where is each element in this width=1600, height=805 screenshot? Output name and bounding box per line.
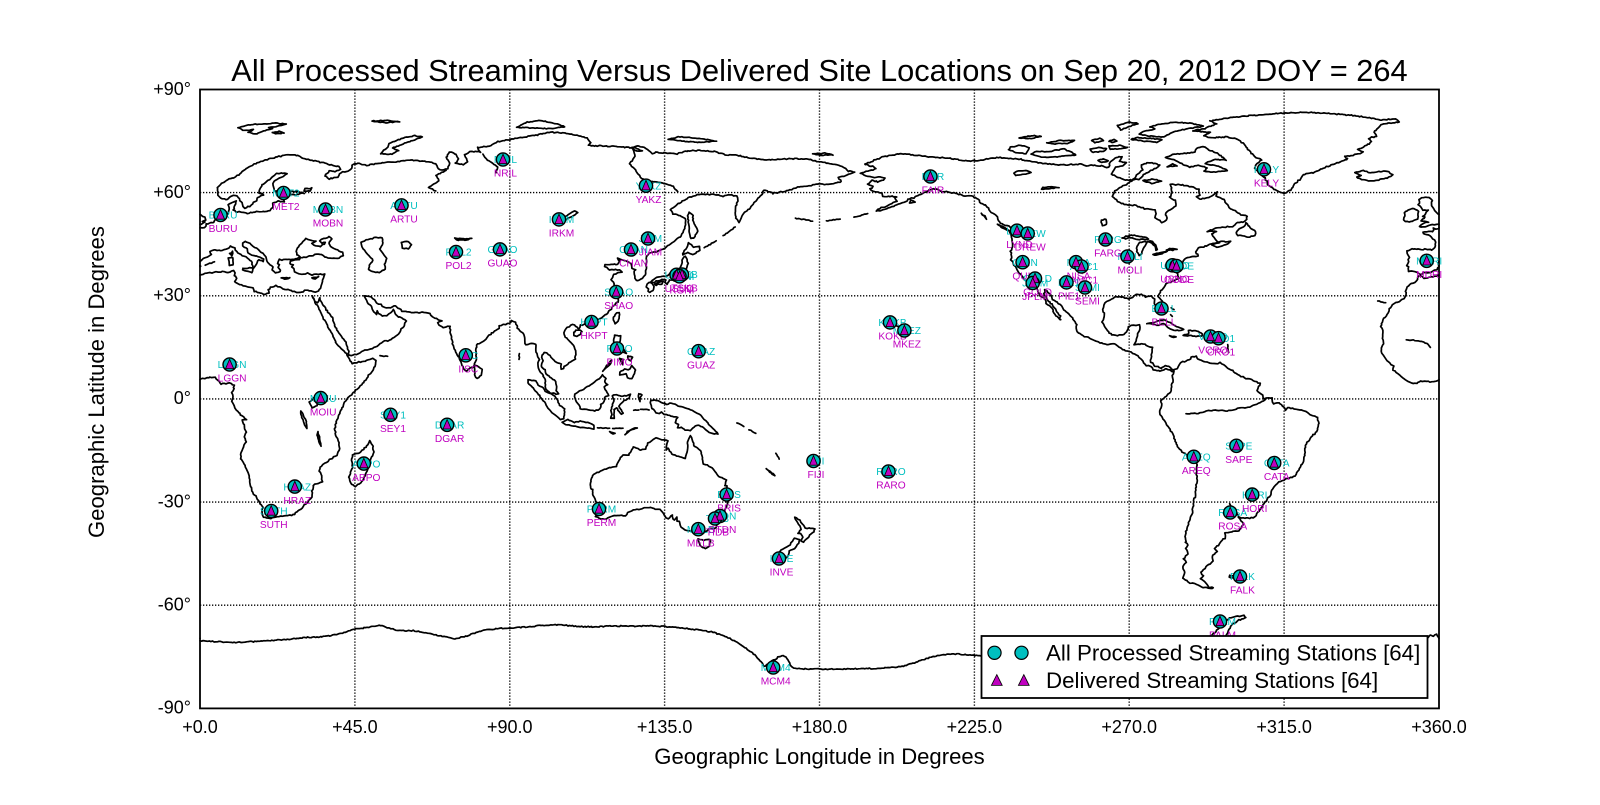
svg-text:+135.0: +135.0 bbox=[637, 717, 693, 737]
svg-text:+225.0: +225.0 bbox=[947, 717, 1003, 737]
svg-text:HRAZ: HRAZ bbox=[283, 496, 311, 507]
svg-text:MOIU: MOIU bbox=[310, 407, 337, 418]
svg-text:CRO1: CRO1 bbox=[1207, 347, 1236, 358]
svg-text:CATA: CATA bbox=[1264, 472, 1290, 483]
svg-text:+90.0: +90.0 bbox=[487, 717, 533, 737]
svg-text:Geographic Longitude in Degree: Geographic Longitude in Degrees bbox=[654, 744, 984, 769]
svg-text:+45.0: +45.0 bbox=[332, 717, 378, 737]
svg-text:FIJI: FIJI bbox=[808, 470, 825, 481]
svg-text:YAKZ: YAKZ bbox=[636, 195, 662, 206]
svg-text:All Processed Streaming Statio: All Processed Streaming Stations [64] bbox=[1046, 641, 1420, 666]
svg-text:ROSA: ROSA bbox=[1218, 522, 1247, 533]
svg-text:KGNI: KGNI bbox=[670, 286, 695, 297]
svg-text:IISC: IISC bbox=[458, 365, 478, 376]
svg-text:Delivered Streaming Stations [: Delivered Streaming Stations [64] bbox=[1046, 668, 1378, 693]
svg-text:MKEZ: MKEZ bbox=[893, 340, 921, 351]
svg-text:NISA: NISA bbox=[1067, 271, 1091, 282]
svg-text:-90°: -90° bbox=[158, 698, 191, 718]
svg-text:MELB: MELB bbox=[687, 538, 715, 549]
svg-text:GOLD: GOLD bbox=[1023, 288, 1052, 299]
svg-text:IRKM: IRKM bbox=[549, 229, 574, 240]
svg-text:+90°: +90° bbox=[153, 79, 191, 99]
svg-text:+60°: +60° bbox=[153, 182, 191, 202]
svg-text:QUIN: QUIN bbox=[1012, 271, 1037, 282]
svg-text:MOBN: MOBN bbox=[313, 219, 344, 230]
svg-text:LGGN: LGGN bbox=[218, 374, 247, 385]
svg-text:JIAM: JIAM bbox=[639, 248, 662, 259]
svg-text:SEMI: SEMI bbox=[1075, 297, 1100, 308]
svg-text:+180.0: +180.0 bbox=[792, 717, 848, 737]
svg-text:NRIL: NRIL bbox=[494, 169, 518, 180]
svg-text:+360.0: +360.0 bbox=[1411, 717, 1467, 737]
svg-text:HKPT: HKPT bbox=[580, 331, 607, 342]
svg-text:All Processed Streaming Versus: All Processed Streaming Versus Delivered… bbox=[231, 53, 1407, 88]
svg-text:TIDB: TIDB bbox=[706, 528, 729, 539]
svg-text:HORI: HORI bbox=[1242, 504, 1267, 515]
svg-text:+30°: +30° bbox=[153, 285, 191, 305]
svg-text:MOLI: MOLI bbox=[1118, 266, 1143, 277]
svg-text:KELY: KELY bbox=[1254, 179, 1279, 190]
svg-text:BURU: BURU bbox=[209, 224, 238, 235]
svg-text:0°: 0° bbox=[174, 388, 191, 408]
svg-text:JPLM: JPLM bbox=[1022, 292, 1048, 303]
svg-text:RARO: RARO bbox=[876, 481, 906, 492]
svg-text:DREW: DREW bbox=[1015, 243, 1047, 254]
svg-text:SUTH: SUTH bbox=[260, 520, 288, 531]
svg-text:INVE: INVE bbox=[770, 568, 794, 579]
svg-text:MCM4: MCM4 bbox=[761, 677, 791, 688]
svg-text:MET2: MET2 bbox=[272, 202, 300, 213]
svg-text:-60°: -60° bbox=[158, 595, 191, 615]
svg-text:+270.0: +270.0 bbox=[1101, 717, 1157, 737]
svg-text:GUAZ: GUAZ bbox=[687, 360, 715, 371]
svg-text:BELL: BELL bbox=[1152, 318, 1177, 329]
svg-text:VCRO: VCRO bbox=[1198, 346, 1228, 357]
svg-text:PERM: PERM bbox=[587, 518, 616, 529]
svg-text:POL2: POL2 bbox=[445, 261, 471, 272]
svg-text:CHAN: CHAN bbox=[619, 259, 648, 270]
svg-text:ABPO: ABPO bbox=[352, 473, 380, 484]
svg-text:PIE1: PIE1 bbox=[1058, 292, 1080, 303]
svg-text:USNO: USNO bbox=[1160, 275, 1190, 286]
svg-text:KOKB: KOKB bbox=[878, 332, 907, 343]
svg-text:AREQ: AREQ bbox=[1182, 466, 1211, 477]
svg-text:MDRI: MDRI bbox=[1416, 270, 1442, 281]
svg-text:FAIR: FAIR bbox=[922, 186, 945, 197]
svg-text:LYND: LYND bbox=[1006, 240, 1032, 251]
svg-text:+315.0: +315.0 bbox=[1256, 717, 1312, 737]
svg-text:-30°: -30° bbox=[158, 491, 191, 511]
svg-text:PIMO: PIMO bbox=[606, 358, 632, 369]
svg-text:SHAO: SHAO bbox=[604, 301, 633, 312]
svg-text:Geographic Latitude in Degrees: Geographic Latitude in Degrees bbox=[84, 226, 109, 538]
svg-text:TSKB: TSKB bbox=[671, 284, 698, 295]
svg-text:SAPE: SAPE bbox=[1225, 455, 1252, 466]
svg-text:FARG: FARG bbox=[1094, 249, 1122, 260]
svg-text:DGAR: DGAR bbox=[435, 434, 464, 445]
svg-text:GODE: GODE bbox=[1164, 275, 1194, 286]
svg-text:+0.0: +0.0 bbox=[182, 717, 218, 737]
svg-text:FALK: FALK bbox=[1230, 586, 1255, 597]
svg-text:USUD: USUD bbox=[665, 284, 694, 295]
svg-text:BRIS: BRIS bbox=[717, 504, 741, 515]
svg-text:SEY1: SEY1 bbox=[380, 424, 406, 435]
svg-text:STDN: STDN bbox=[709, 525, 737, 536]
svg-text:GUAO: GUAO bbox=[487, 259, 517, 270]
svg-text:ARTU: ARTU bbox=[390, 215, 418, 226]
